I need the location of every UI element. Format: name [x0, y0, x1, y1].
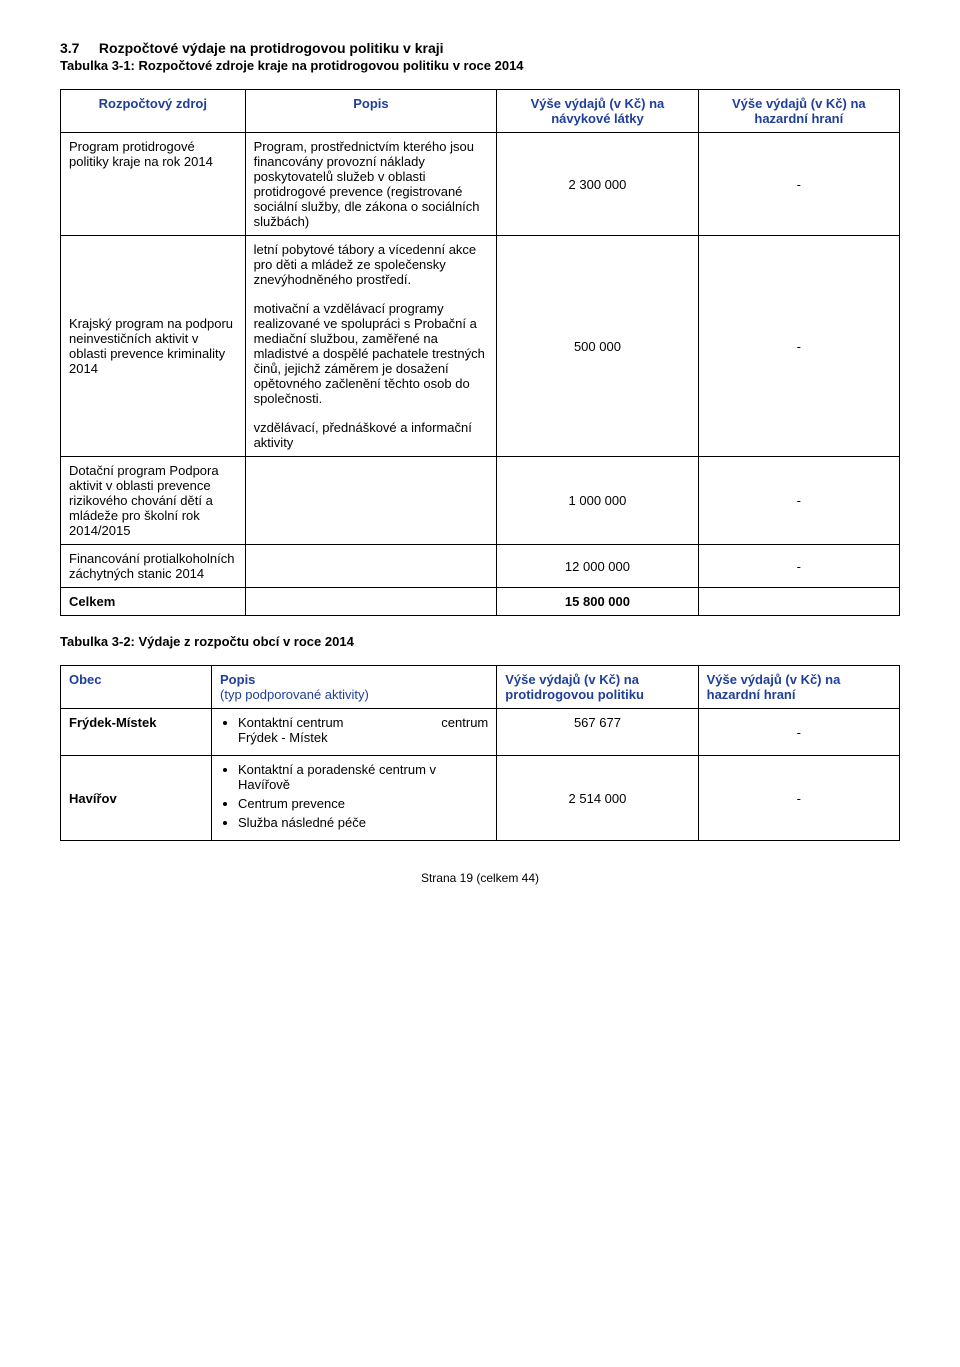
desc-para3: vzdělávací, přednáškové a informační akt… [254, 420, 489, 450]
cell-amount1: 500 000 [497, 236, 698, 457]
popis-sub: (typ podporované aktivity) [220, 687, 369, 702]
cell-amount2: - [698, 709, 899, 756]
table-row: Dotační program Podpora aktivit v oblast… [61, 457, 900, 545]
section-number: 3.7 [60, 40, 79, 56]
list-item: Kontaktní centrum centrum Frýdek - Míste… [238, 715, 488, 745]
cell-total-amount: 15 800 000 [497, 588, 698, 616]
list-item: Centrum prevence [238, 796, 488, 811]
cell-popis: Kontaktní a poradenské centrum v Havířov… [212, 756, 497, 841]
cell-popis: Kontaktní centrum centrum Frýdek - Míste… [212, 709, 497, 756]
desc-para1: letní pobytové tábory a vícedenní akce p… [254, 242, 489, 287]
col-header-amount1: Výše výdajů (v Kč) na návykové látky [497, 90, 698, 133]
section-heading: 3.7 Rozpočtové výdaje na protidrogovou p… [60, 40, 900, 56]
cell-amount2: - [698, 756, 899, 841]
cell-amount1: 1 000 000 [497, 457, 698, 545]
col-header-amount2: Výše výdajů (v Kč) na hazardní hraní [698, 666, 899, 709]
col-header-source: Rozpočtový zdroj [61, 90, 246, 133]
table-row: Frýdek-Místek Kontaktní centrum centrum … [61, 709, 900, 756]
cell-desc [245, 457, 497, 545]
list-item: Služba následné péče [238, 815, 488, 830]
table-row: Krajský program na podporu neinvestičníc… [61, 236, 900, 457]
table2-caption: Tabulka 3-2: Výdaje z rozpočtu obcí v ro… [60, 634, 900, 649]
cell-total-label: Celkem [61, 588, 246, 616]
cell-desc [245, 545, 497, 588]
cell-amount2: - [698, 133, 899, 236]
table-row: Havířov Kontaktní a poradenské centrum v… [61, 756, 900, 841]
table-row: Program protidrogové politiky kraje na r… [61, 133, 900, 236]
cell-empty [698, 588, 899, 616]
bullet-text-b: centrum [441, 715, 488, 730]
page-footer: Strana 19 (celkem 44) [60, 871, 900, 885]
bullet-text-a: Kontaktní centrum [238, 715, 344, 730]
table-budget-sources: Rozpočtový zdroj Popis Výše výdajů (v Kč… [60, 89, 900, 616]
cell-desc [245, 588, 497, 616]
bullet-line2: Frýdek - Místek [238, 730, 328, 745]
popis-main: Popis [220, 672, 255, 687]
cell-desc: letní pobytové tábory a vícedenní akce p… [245, 236, 497, 457]
desc-para2: motivační a vzdělávací programy realizov… [254, 301, 489, 406]
table-row: Financování protialkoholních záchytných … [61, 545, 900, 588]
cell-amount1: 2 300 000 [497, 133, 698, 236]
cell-amount2: - [698, 457, 899, 545]
col-header-amount2: Výše výdajů (v Kč) na hazardní hraní [698, 90, 899, 133]
cell-amount1: 567 677 [497, 709, 698, 756]
cell-obec: Havířov [61, 756, 212, 841]
table-row: Rozpočtový zdroj Popis Výše výdajů (v Kč… [61, 90, 900, 133]
table-row-total: Celkem 15 800 000 [61, 588, 900, 616]
table-row: Obec Popis (typ podporované aktivity) Vý… [61, 666, 900, 709]
cell-amount2: - [698, 545, 899, 588]
col-header-amount1: Výše výdajů (v Kč) na protidrogovou poli… [497, 666, 698, 709]
cell-amount2: - [698, 236, 899, 457]
col-header-desc: Popis [245, 90, 497, 133]
table1-caption: Tabulka 3-1: Rozpočtové zdroje kraje na … [60, 58, 900, 73]
cell-source: Financování protialkoholních záchytných … [61, 545, 246, 588]
cell-amount1: 2 514 000 [497, 756, 698, 841]
cell-desc: Program, prostřednictvím kterého jsou fi… [245, 133, 497, 236]
cell-source: Program protidrogové politiky kraje na r… [61, 133, 246, 236]
table-municipal-budget: Obec Popis (typ podporované aktivity) Vý… [60, 665, 900, 841]
cell-source: Dotační program Podpora aktivit v oblast… [61, 457, 246, 545]
section-title: Rozpočtové výdaje na protidrogovou polit… [99, 40, 444, 56]
col-header-obec: Obec [61, 666, 212, 709]
list-item: Kontaktní a poradenské centrum v Havířov… [238, 762, 488, 792]
cell-obec: Frýdek-Místek [61, 709, 212, 756]
col-header-popis: Popis (typ podporované aktivity) [212, 666, 497, 709]
cell-source: Krajský program na podporu neinvestičníc… [61, 236, 246, 457]
cell-amount1: 12 000 000 [497, 545, 698, 588]
